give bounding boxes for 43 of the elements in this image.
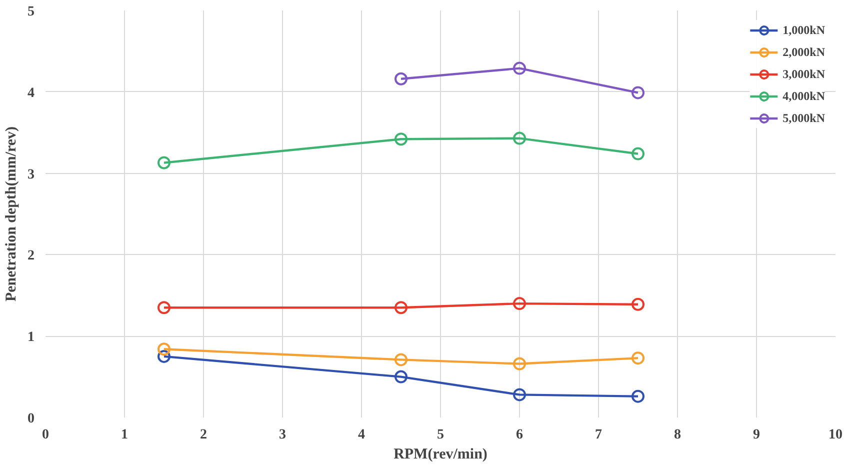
legend-label: 2,000kN <box>782 44 825 60</box>
point <box>394 370 408 384</box>
point <box>394 132 408 146</box>
point <box>158 156 170 170</box>
y-tick-label: 4 <box>28 86 34 101</box>
point <box>632 390 644 403</box>
x-tick-label: 0 <box>42 428 49 442</box>
x-tick-label: 1 <box>121 428 128 442</box>
point <box>513 388 526 402</box>
legend-label: 5,000kN <box>782 110 825 126</box>
x-tick-label: 3 <box>279 428 286 442</box>
legend-label: 4,000kN <box>782 88 825 104</box>
legend-label: 3,000kN <box>782 66 825 82</box>
y-axis-title: Penetration depth(mm/rev) <box>4 126 20 302</box>
point <box>158 350 170 363</box>
point <box>632 352 644 365</box>
y-tick-label: 2 <box>28 248 34 264</box>
x-tick-label: 5 <box>437 428 444 442</box>
point <box>394 353 408 366</box>
point <box>513 62 526 75</box>
point <box>394 301 408 314</box>
x-tick-label: 9 <box>753 428 760 442</box>
point <box>632 86 644 100</box>
x-axis-title: RPM(rev/min) <box>394 446 488 462</box>
x-tick-label: 4 <box>358 428 365 442</box>
x-tick-label: 7 <box>595 428 602 442</box>
x-tick-label: 10 <box>828 428 842 442</box>
point <box>513 357 526 370</box>
y-tick-label: 1 <box>28 330 34 346</box>
point <box>158 301 170 314</box>
y-tick-label: 0 <box>28 412 34 426</box>
point <box>632 298 644 311</box>
x-tick-label: 6 <box>516 428 523 442</box>
x-tick-label: 2 <box>200 428 207 442</box>
point <box>632 147 644 160</box>
x-tick-label: 8 <box>674 428 681 442</box>
legend-label: 1,000kN <box>782 22 825 38</box>
y-tick-label: 5 <box>28 4 34 20</box>
y-tick-label: 3 <box>28 167 34 182</box>
point <box>513 132 526 145</box>
point <box>394 72 408 86</box>
point <box>513 297 526 310</box>
point <box>158 342 170 356</box>
